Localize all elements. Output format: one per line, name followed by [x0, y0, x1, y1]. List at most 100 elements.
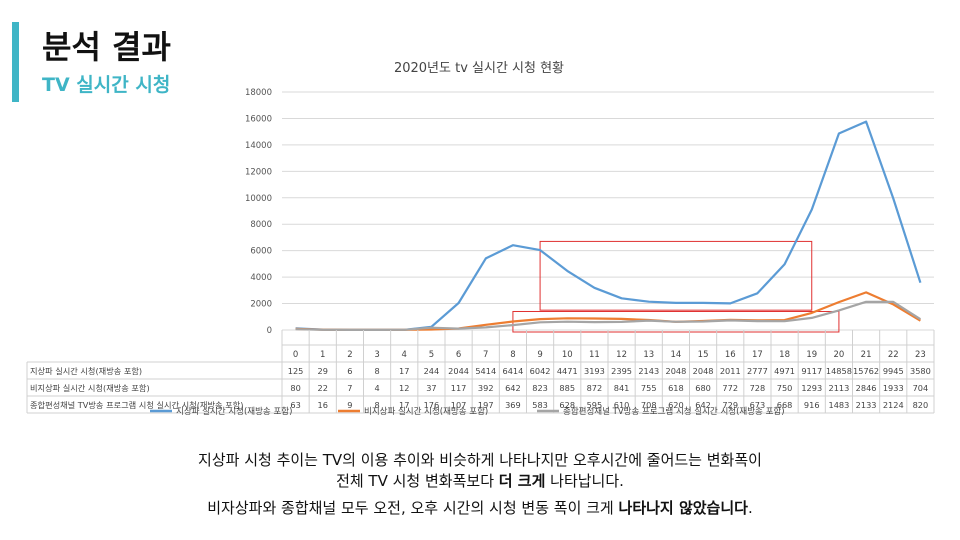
data-label: 16 [318, 400, 328, 410]
x-tick-label: 11 [589, 350, 600, 360]
x-tick-label: 14 [671, 350, 682, 360]
data-label: 3193 [584, 366, 605, 376]
data-label: 14858 [826, 366, 852, 376]
data-label: 63 [290, 400, 300, 410]
y-tick-label: 8000 [250, 220, 272, 230]
x-tick-label: 0 [293, 350, 298, 360]
data-label: 3580 [910, 366, 931, 376]
x-tick-label: 12 [616, 350, 627, 360]
x-tick-label: 6 [456, 350, 461, 360]
data-label: 2777 [747, 366, 768, 376]
data-label: 750 [777, 383, 793, 393]
caption-text-1: 지상파 시청 추이는 TV의 이용 추이와 비슷하게 나타나지만 오후시간에 줄… [198, 451, 762, 469]
data-label: 583 [532, 400, 548, 410]
x-tick-label: 18 [779, 350, 790, 360]
data-label: 820 [913, 400, 929, 410]
data-label: 1483 [828, 400, 849, 410]
caption-line-2: 전체 TV 시청 변화폭보다 더 크게 나타납니다. [0, 470, 960, 492]
caption-bold-3: 나타나지 않았습니다 [618, 499, 748, 517]
chart-title: 2020년도 tv 실시간 시청 현황 [394, 61, 564, 76]
data-label: 17 [399, 400, 409, 410]
data-label: 673 [750, 400, 766, 410]
x-tick-label: 17 [752, 350, 763, 360]
data-label: 2011 [720, 366, 741, 376]
data-label: 2048 [693, 366, 714, 376]
data-label: 117 [451, 383, 467, 393]
x-tick-label: 16 [725, 350, 736, 360]
data-label: 5414 [475, 366, 496, 376]
x-tick-label: 2 [347, 350, 352, 360]
x-tick-label: 22 [888, 350, 899, 360]
x-tick-label: 1 [320, 350, 325, 360]
data-label: 9 [347, 400, 352, 410]
x-tick-label: 10 [562, 350, 573, 360]
y-tick-label: 14000 [245, 141, 272, 151]
y-tick-label: 0 [267, 326, 272, 336]
x-tick-label: 19 [806, 350, 817, 360]
data-label: 29 [318, 366, 328, 376]
legend-label-3: 종합편성채널 TV방송 프로그램 시청 실시간 시청(재방송 포함) [563, 406, 785, 417]
data-label: 176 [424, 400, 440, 410]
data-label: 7 [347, 383, 352, 393]
legend-label-2: 비지상파 실시간 시청(재방송 포함) [364, 406, 488, 417]
x-tick-label: 23 [915, 350, 926, 360]
y-tick-label: 18000 [245, 88, 272, 98]
data-label: 620 [668, 400, 684, 410]
data-label: 9117 [801, 366, 822, 376]
data-label: 885 [559, 383, 575, 393]
data-label: 642 [505, 383, 521, 393]
data-label: 2113 [828, 383, 849, 393]
caption-text-2b: 나타납니다. [545, 472, 624, 490]
page-subtitle: TV 실시간 시청 [42, 74, 171, 96]
y-tick-label: 12000 [245, 167, 272, 177]
x-tick-label: 21 [861, 350, 872, 360]
data-label: 708 [641, 400, 657, 410]
data-label: 12 [399, 383, 409, 393]
caption-line-1: 지상파 시청 추이는 TV의 이용 추이와 비슷하게 나타나지만 오후시간에 줄… [0, 449, 960, 471]
data-label: 680 [695, 383, 711, 393]
data-label: 369 [505, 400, 521, 410]
data-label: 8 [374, 400, 379, 410]
data-label: 4471 [557, 366, 578, 376]
data-label: 1933 [883, 383, 904, 393]
y-tick-label: 6000 [250, 247, 272, 257]
data-label: 916 [804, 400, 820, 410]
data-label: 2133 [856, 400, 877, 410]
data-label: 9945 [883, 366, 904, 376]
data-label: 728 [750, 383, 766, 393]
data-label: 244 [424, 366, 440, 376]
data-label: 6042 [530, 366, 551, 376]
caption-line-3: 비자상파와 종합채널 모두 오전, 오후 시간의 시청 변동 폭이 크게 나타나… [0, 497, 960, 519]
x-tick-label: 9 [537, 350, 542, 360]
data-label: 2395 [611, 366, 632, 376]
x-tick-label: 20 [834, 350, 845, 360]
y-tick-label: 10000 [245, 194, 272, 204]
data-label: 1293 [801, 383, 822, 393]
data-label: 841 [614, 383, 630, 393]
data-label: 704 [913, 383, 929, 393]
x-tick-label: 15 [698, 350, 709, 360]
accent-bar [12, 22, 19, 102]
data-label: 2124 [883, 400, 904, 410]
data-label: 15762 [853, 366, 879, 376]
x-tick-label: 8 [510, 350, 515, 360]
legend-label-1: 지상파 실시간 시청(재방송 포함) [176, 406, 292, 417]
data-label: 80 [290, 383, 300, 393]
table-series-name: 비지상파 실시간 시청(재방송 포함) [30, 383, 150, 393]
caption-bold-2: 더 크게 [498, 472, 546, 490]
data-label: 4971 [774, 366, 795, 376]
caption-text-3a: 비자상파와 종합채널 모두 오전, 오후 시간의 시청 변동 폭이 크게 [207, 499, 619, 517]
data-label: 8 [374, 366, 379, 376]
highlight-box-1 [539, 240, 813, 311]
x-tick-label: 7 [483, 350, 488, 360]
data-label: 668 [777, 400, 793, 410]
data-label: 772 [722, 383, 738, 393]
data-label: 595 [587, 400, 603, 410]
data-label: 2048 [665, 366, 686, 376]
series-line-1 [295, 120, 922, 331]
data-label: 37 [426, 383, 436, 393]
page-title: 분석 결과 [42, 28, 171, 66]
data-label: 642 [695, 400, 711, 410]
data-label: 107 [451, 400, 467, 410]
